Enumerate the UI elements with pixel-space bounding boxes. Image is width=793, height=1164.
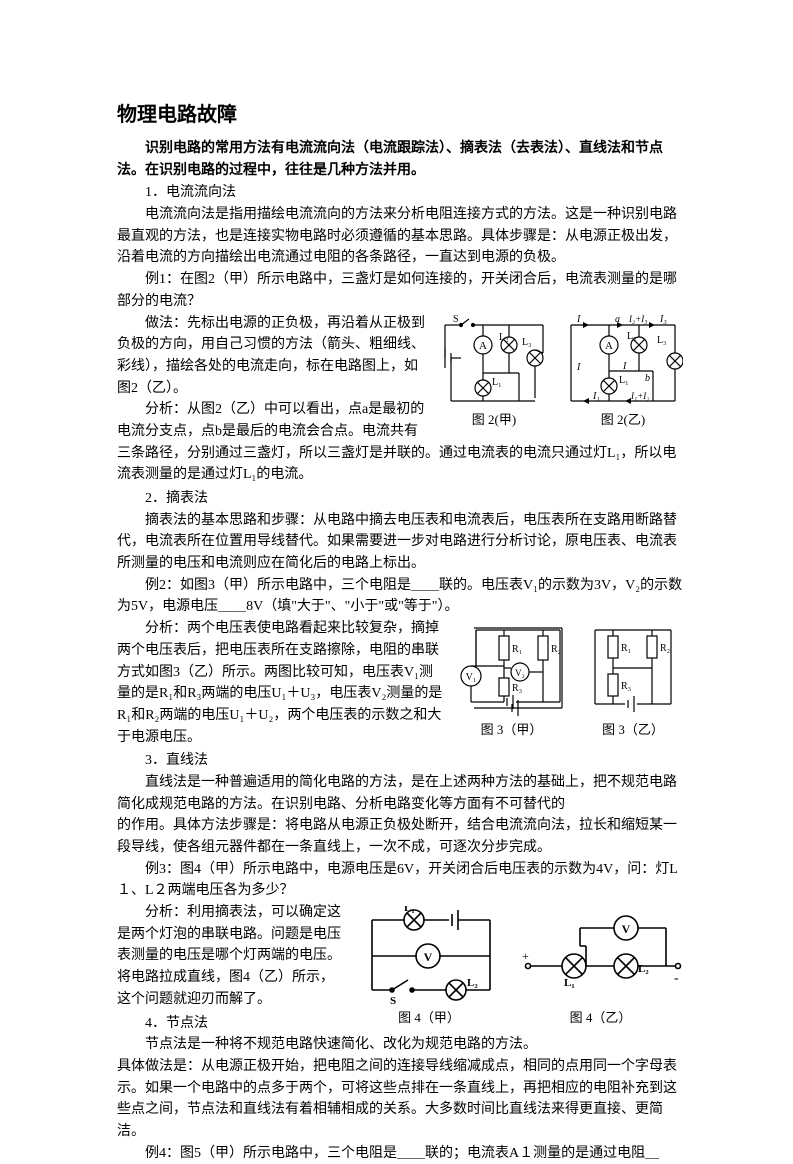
s3-p1b: 的作用。具体方法步骤是：将电路从电源正负极处断开，结合电流流向法，拉长和缩短某一… <box>117 815 683 858</box>
circuit-3a-svg: V₁ R₁ R₂ V₂ R₃ <box>454 618 569 718</box>
svg-text:I: I <box>622 361 627 372</box>
figure-3b: R₁ R₂ R₃ 图 3（乙） <box>583 618 683 740</box>
svg-text:L₂: L₂ <box>627 331 637 342</box>
svg-text:I₁+I₂: I₁+I₂ <box>630 391 649 401</box>
svg-text:R₁: R₁ <box>621 643 631 654</box>
svg-text:-: - <box>674 971 679 986</box>
section-1-header: 1．电流流向法 <box>117 182 683 204</box>
svg-text:L₃: L₃ <box>522 337 532 348</box>
s4-p2: 具体做法是：从电源正极开始，把电阻之间的连接导线缩减成点，相同的点用同一个字母表… <box>117 1056 683 1143</box>
s1-ex1: 例1：在图2（甲）所示电路中，三盏灯是如何连接的，开关闭合后，电流表测量的是哪部… <box>117 269 683 312</box>
svg-text:L₁: L₁ <box>492 377 502 388</box>
circuit-4b-svg: V L₁ L₂ + - <box>518 906 683 1006</box>
svg-text:S: S <box>453 314 459 325</box>
svg-text:R₃: R₃ <box>512 683 522 694</box>
intro: 识别电路的常用方法有电流流向法（电流跟踪法）、摘表法（去表法）、直线法和节点法。… <box>117 137 683 180</box>
fig3b-label: 图 3（乙） <box>602 720 664 740</box>
section-2-header: 2．摘表法 <box>117 488 683 510</box>
svg-text:V: V <box>622 922 631 936</box>
figure-4a: L₁ V S L₂ 图 4（甲） <box>354 906 504 1028</box>
figure-2-group: A L₂ L₃ L₁ S 图 2(甲) <box>439 313 683 430</box>
svg-text:a: a <box>615 314 620 325</box>
s2-p1: 摘表法的基本思路和步骤：从电路中摘去电压表和电流表后，电压表所在支路用断路替代，… <box>117 510 683 575</box>
s4-p1: 节点法是一种将不规范电路快速简化、改化为规范电路的方法。 <box>117 1034 683 1056</box>
svg-text:L₂: L₂ <box>638 963 649 975</box>
svg-text:L₁: L₁ <box>564 977 575 989</box>
figure-2b: A L₂ L₃ L₁ <box>563 313 683 430</box>
svg-text:V₂: V₂ <box>515 668 525 678</box>
fig3a-label: 图 3（甲） <box>481 720 543 740</box>
svg-text:R₁: R₁ <box>512 644 522 655</box>
svg-text:R₂: R₂ <box>660 643 670 654</box>
s3-p1: 直线法是一种普遍适用的简化电路的方法，是在上述两种方法的基础上，把不规范电路简化… <box>117 772 683 815</box>
svg-text:I₂+I₃: I₂+I₃ <box>628 314 647 324</box>
svg-text:L₃: L₃ <box>657 335 667 346</box>
figure-4-group: L₁ V S L₂ 图 4（甲） <box>354 906 683 1028</box>
svg-text:I: I <box>576 362 581 373</box>
s3-ex3: 例3：图4（甲）所示电路中，电源电压是6V，开关闭合后电压表的示数为4V，问：灯… <box>117 859 683 902</box>
svg-text:A: A <box>605 340 613 352</box>
svg-text:A: A <box>479 340 487 352</box>
fig2b-label: 图 2(乙) <box>601 410 645 430</box>
svg-text:b: b <box>645 373 650 384</box>
circuit-4a-svg: L₁ V S L₂ <box>354 906 504 1006</box>
fig4b-label: 图 4（乙） <box>570 1008 632 1028</box>
circuit-2a-svg: A L₂ L₃ L₁ S <box>439 313 549 408</box>
figure-4b: V L₁ L₂ + - 图 4（乙） <box>518 906 683 1028</box>
figure-2a: A L₂ L₃ L₁ S 图 2(甲) <box>439 313 549 430</box>
svg-text:V₁: V₁ <box>466 672 477 683</box>
s1-p1: 电流流向法是指用描绘电流流向的方法来分析电阻连接方式的方法。这是一种识别电路最直… <box>117 204 683 269</box>
svg-text:R₃: R₃ <box>621 681 631 692</box>
figure-3a: V₁ R₁ R₂ V₂ R₃ 图 3（甲） <box>454 618 569 740</box>
circuit-3b-svg: R₁ R₂ R₃ <box>583 618 683 718</box>
s2-ex2: 例2：如图3（甲）所示电路中，三个电阻是＿＿联的。电压表V₁的示数为3V，V₂的… <box>117 575 683 618</box>
svg-text:S: S <box>390 995 396 1006</box>
s4-ex4: 例4：图5（甲）所示电路中，三个电阻是＿＿联的；电流表A１测量的是通过电阻＿ <box>117 1143 683 1164</box>
svg-text:L₂: L₂ <box>499 332 509 343</box>
svg-text:I₁: I₁ <box>592 391 600 402</box>
svg-text:V: V <box>424 950 433 964</box>
page-title: 物理电路故障 <box>117 100 683 131</box>
figure-3-group: V₁ R₁ R₂ V₂ R₃ 图 3（甲） <box>454 618 683 740</box>
section-3-header: 3．直线法 <box>117 750 683 772</box>
svg-text:L₁: L₁ <box>619 375 629 386</box>
svg-text:R₂: R₂ <box>551 644 561 655</box>
svg-text:L₂: L₂ <box>467 977 478 989</box>
svg-text:I: I <box>576 314 581 325</box>
fig4a-label: 图 4（甲） <box>398 1008 460 1028</box>
circuit-2b-svg: A L₂ L₃ L₁ <box>563 313 683 408</box>
svg-text:L₁: L₁ <box>404 906 415 914</box>
fig2a-label: 图 2(甲) <box>472 410 516 430</box>
svg-text:I₃: I₃ <box>659 314 667 325</box>
svg-text:+: + <box>522 949 529 963</box>
